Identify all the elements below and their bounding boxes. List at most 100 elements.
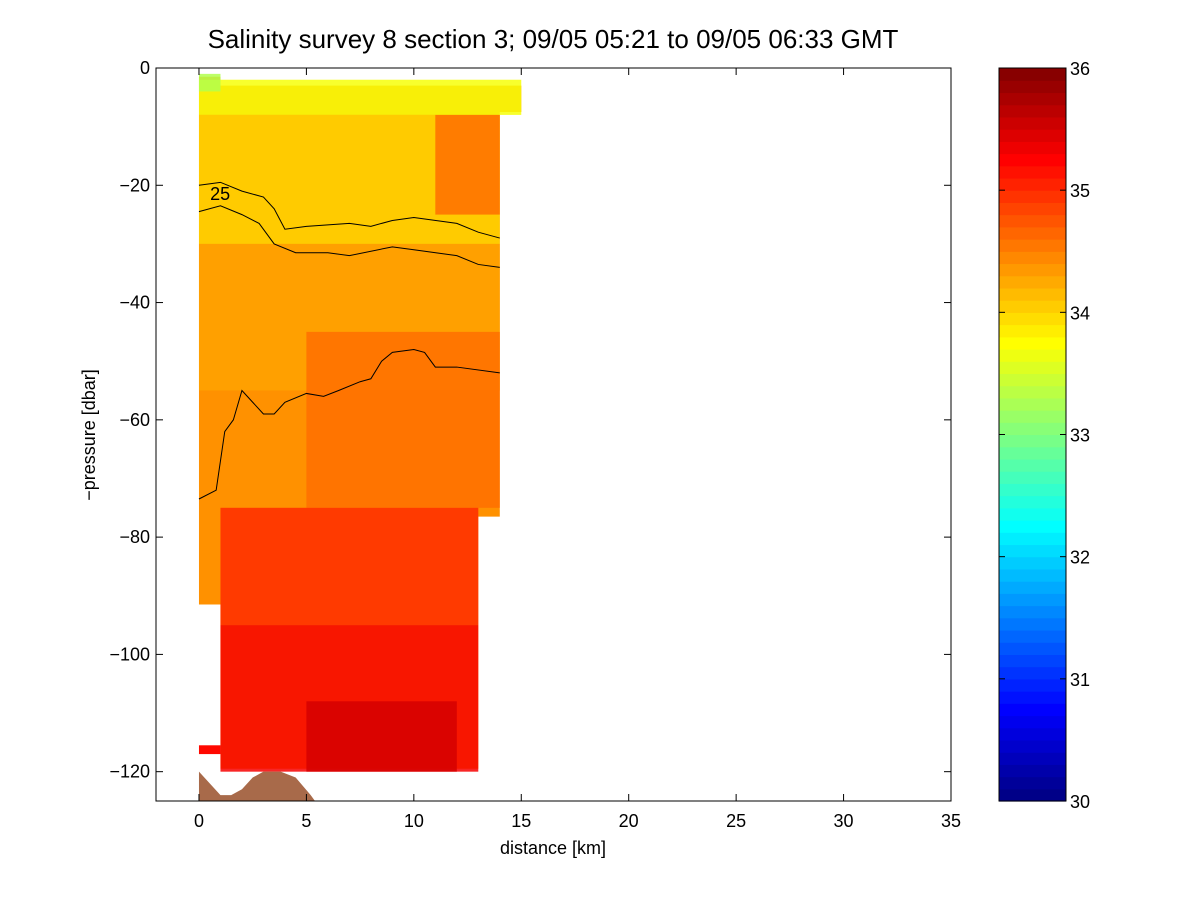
colorbar-swatch <box>999 752 1066 765</box>
colorbar-swatch <box>999 764 1066 778</box>
salinity-region-1 <box>198 73 221 92</box>
colorbar-tick-label: 34 <box>1070 303 1090 323</box>
colorbar-swatch <box>999 92 1066 106</box>
colorbar-tick-label: 35 <box>1070 181 1090 201</box>
bathymetry <box>198 771 315 801</box>
colorbar-swatch <box>999 788 1066 802</box>
colorbar-swatch <box>999 617 1066 631</box>
y-tick-label: −40 <box>119 293 150 313</box>
x-tick-label: 25 <box>726 811 746 831</box>
colorbar-swatch <box>999 495 1066 509</box>
colorbar-swatch <box>999 153 1066 167</box>
colorbar-swatch <box>999 666 1066 680</box>
colorbar-swatch <box>999 141 1066 155</box>
contour-label: 25 <box>210 184 230 204</box>
y-tick-label: −60 <box>119 410 150 430</box>
contour-lines: 25 <box>198 181 500 500</box>
salinity-field <box>198 73 522 772</box>
colorbar-swatch <box>999 202 1066 216</box>
colorbar-swatch <box>999 642 1066 655</box>
colorbar-swatch <box>999 239 1066 252</box>
colorbar-swatch <box>999 300 1066 313</box>
colorbar-swatch <box>999 483 1066 497</box>
salinity-region-8 <box>306 701 457 772</box>
x-tick-label: 30 <box>834 811 854 831</box>
x-tick-label: 35 <box>941 811 961 831</box>
colorbar-ticks: 30 31 32 33 34 35 36 <box>999 59 1090 812</box>
colorbar-swatch <box>999 678 1066 692</box>
colorbar <box>999 68 1066 802</box>
colorbar-swatch <box>999 129 1066 142</box>
colorbar-swatch <box>999 691 1066 704</box>
salinity-region-6 <box>220 507 479 626</box>
colorbar-swatch <box>999 629 1066 643</box>
colorbar-swatch <box>999 226 1066 240</box>
y-tick-label: 0 <box>140 58 150 78</box>
colorbar-swatch <box>999 739 1066 753</box>
colorbar-swatch <box>999 568 1066 582</box>
colorbar-swatch <box>999 397 1066 411</box>
colorbar-swatch <box>999 68 1066 81</box>
colorbar-swatch <box>999 410 1066 423</box>
salinity-region-5 <box>306 331 500 508</box>
colorbar-swatch <box>999 165 1066 179</box>
colorbar-swatch <box>999 593 1066 607</box>
colorbar-swatch <box>999 116 1066 130</box>
colorbar-tick-label: 33 <box>1070 426 1090 446</box>
colorbar-swatch <box>999 177 1066 191</box>
contour-line-1 <box>198 205 500 268</box>
colorbar-swatch <box>999 422 1066 436</box>
x-axis-label: distance [km] <box>500 838 606 858</box>
colorbar-swatch <box>999 458 1066 472</box>
bathymetry-polygon <box>198 771 315 801</box>
y-tick-label: −20 <box>119 175 150 195</box>
colorbar-swatch <box>999 104 1066 118</box>
colorbar-tick-label: 36 <box>1070 59 1090 79</box>
colorbar-swatch <box>999 324 1066 338</box>
colorbar-swatch <box>999 373 1066 387</box>
colorbar-swatch <box>999 348 1066 362</box>
x-axis: 0 5 10 15 20 25 30 35 <box>194 68 961 831</box>
colorbar-swatch <box>999 776 1066 790</box>
colorbar-swatch <box>999 471 1066 484</box>
y-axis: 0 −20 −40 −60 −80 −100 −120 <box>109 58 951 782</box>
colorbar-swatch <box>999 275 1066 289</box>
colorbar-tick-label: 30 <box>1070 792 1090 812</box>
colorbar-swatch <box>999 507 1066 521</box>
colorbar-swatch <box>999 581 1066 594</box>
colorbar-swatch <box>999 251 1066 265</box>
colorbar-swatch <box>999 361 1066 375</box>
chart-title: Salinity survey 8 section 3; 09/05 05:21… <box>208 24 899 54</box>
colorbar-swatch <box>999 703 1066 717</box>
colorbar-swatch <box>999 336 1066 350</box>
colorbar-swatch <box>999 727 1066 741</box>
plot-frame <box>155 67 952 802</box>
contour-line-2 <box>198 348 500 500</box>
x-tick-label: 20 <box>619 811 639 831</box>
y-tick-label: −80 <box>119 527 150 547</box>
colorbar-swatch <box>999 80 1066 94</box>
colorbar-tick-label: 32 <box>1070 548 1090 568</box>
colorbar-swatch <box>999 312 1066 326</box>
colorbar-swatch <box>999 385 1066 399</box>
contour-line-0 <box>198 181 500 239</box>
x-tick-label: 10 <box>404 811 424 831</box>
colorbar-swatch <box>999 287 1066 301</box>
x-tick-label: 15 <box>511 811 531 831</box>
colorbar-swatch <box>999 544 1066 558</box>
colorbar-swatch <box>999 715 1066 729</box>
colorbar-swatch <box>999 434 1066 448</box>
colorbar-swatch <box>999 654 1066 668</box>
colorbar-swatch <box>999 446 1066 460</box>
colorbar-swatch <box>999 556 1066 570</box>
salinity-region-0 <box>198 79 522 115</box>
colorbar-tick-label: 31 <box>1070 670 1090 690</box>
y-axis-label: −pressure [dbar] <box>79 369 99 501</box>
colorbar-swatch <box>999 520 1066 533</box>
salinity-region-3 <box>435 114 500 215</box>
y-tick-label: −100 <box>109 644 150 664</box>
colorbar-swatch <box>999 214 1066 228</box>
x-tick-label: 5 <box>301 811 311 831</box>
colorbar-swatch <box>999 263 1066 277</box>
